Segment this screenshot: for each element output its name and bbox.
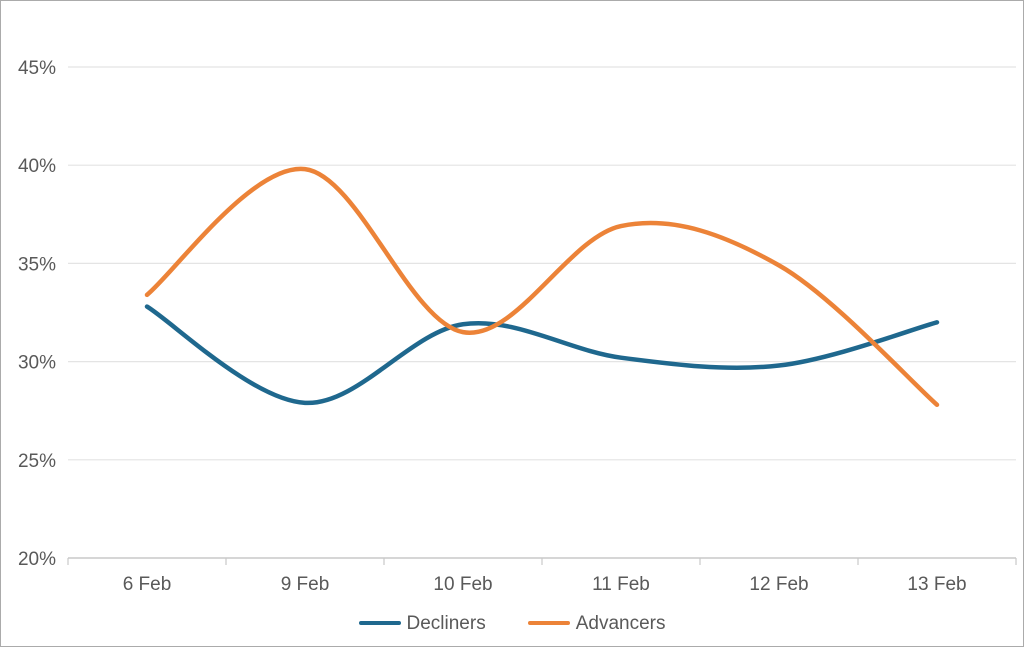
legend-item-decliners: Decliners — [358, 612, 486, 634]
decliners-line — [144, 304, 940, 406]
legend: Decliners Advancers — [1, 609, 1023, 637]
legend-item-advancers: Advancers — [527, 612, 666, 634]
advancers-line — [144, 166, 940, 408]
x-axis-label: 13 Feb — [907, 574, 966, 595]
y-axis-tick-label: 30% — [18, 353, 56, 374]
y-axis-tick-label: 20% — [18, 549, 56, 570]
x-axis-label: 9 Feb — [281, 574, 330, 595]
x-axis-label: 12 Feb — [749, 574, 808, 595]
decliners-line-swatch — [358, 620, 401, 626]
y-axis-tick-label: 45% — [18, 58, 56, 79]
x-axis-label: 10 Feb — [433, 574, 492, 595]
y-axis-tick-label: 25% — [18, 451, 56, 472]
x-axis-label: 11 Feb — [592, 574, 650, 595]
legend-label-advancers: Advancers — [575, 612, 666, 634]
y-axis-tick-label: 35% — [18, 254, 56, 275]
x-axis-label: 6 Feb — [123, 574, 172, 595]
legend-label-decliners: Decliners — [406, 612, 486, 634]
y-axis-tick-label: 40% — [18, 156, 56, 177]
advancers-line-swatch — [527, 620, 570, 626]
